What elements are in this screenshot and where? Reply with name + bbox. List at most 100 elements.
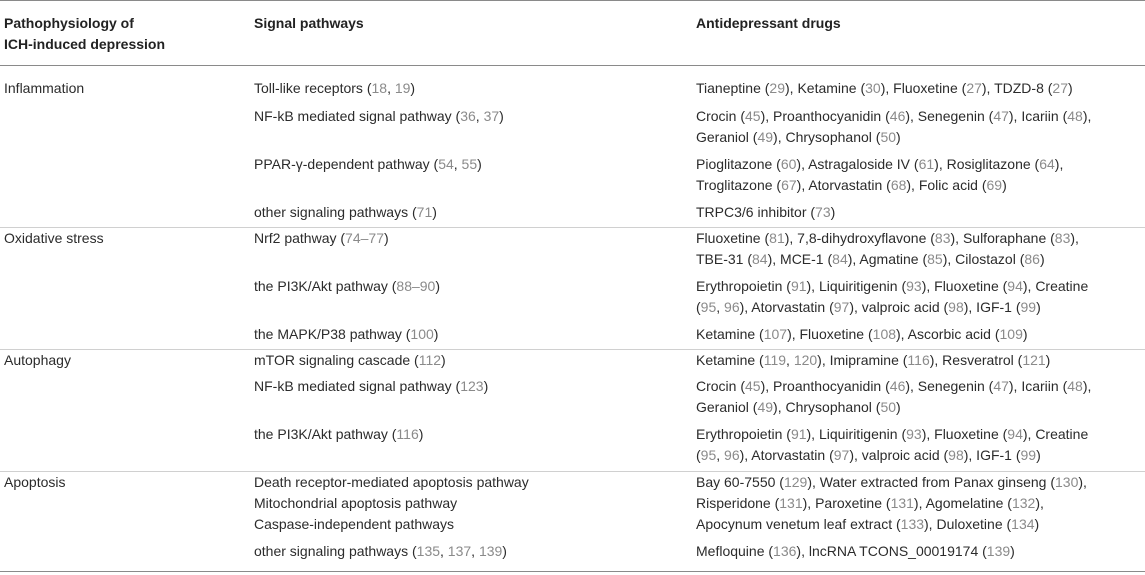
reference-link[interactable]: 119 [763, 352, 787, 368]
reference-link[interactable]: 48 [1067, 108, 1083, 124]
text-segment: ), Resveratrol ( [929, 352, 1023, 368]
text-segment: ), Folic acid ( [906, 177, 987, 193]
reference-link[interactable]: 54 [438, 156, 454, 172]
reference-link[interactable]: 99 [1020, 447, 1037, 463]
reference-link[interactable]: 116 [396, 426, 419, 442]
reference-link[interactable]: 81 [769, 230, 785, 246]
reference-link[interactable]: 61 [918, 156, 935, 172]
reference-link[interactable]: 96 [724, 447, 740, 463]
reference-link[interactable]: 48 [1067, 378, 1083, 394]
reference-link[interactable]: 45 [745, 378, 761, 394]
reference-link[interactable]: 86 [1024, 251, 1040, 267]
reference-link[interactable]: 93 [906, 278, 922, 294]
reference-link[interactable]: 112 [418, 352, 442, 368]
text-segment: mTOR signaling cascade ( [254, 352, 419, 368]
reference-link[interactable]: 123 [460, 378, 484, 394]
reference-link[interactable]: 46 [889, 378, 906, 394]
text-segment: ) [410, 80, 416, 96]
reference-link[interactable]: 131 [890, 495, 914, 511]
reference-link[interactable]: 134 [1011, 516, 1035, 532]
reference-link[interactable]: 83 [1054, 230, 1071, 246]
reference-link[interactable]: 95 [700, 447, 717, 463]
reference-link[interactable]: 94 [1007, 278, 1023, 294]
reference-link[interactable]: 139 [986, 543, 1011, 559]
reference-link[interactable]: 120 [793, 352, 818, 368]
reference-link[interactable]: 36 [460, 108, 476, 124]
header-pathophysiology-line2: ICH-induced depression [4, 36, 166, 52]
reference-link[interactable]: 50 [880, 399, 897, 415]
reference-link[interactable]: 133 [900, 516, 925, 532]
reference-link[interactable]: 96 [724, 299, 740, 315]
reference-link[interactable]: 136 [773, 543, 797, 559]
reference-link[interactable]: 131 [779, 495, 803, 511]
reference-link[interactable]: 95 [700, 299, 717, 315]
reference-link[interactable]: 19 [394, 80, 411, 96]
reference-link[interactable]: 137 [447, 543, 472, 559]
reference-link[interactable]: 69 [986, 177, 1003, 193]
reference-link[interactable]: 83 [934, 230, 951, 246]
text-segment: ) [1045, 352, 1051, 368]
reference-link[interactable]: 46 [889, 108, 906, 124]
signal-pathway-cell: the PI3K/Akt pathway (88–90) [254, 276, 440, 297]
reference-link[interactable]: 93 [906, 426, 922, 442]
reference-link[interactable]: 71 [416, 204, 433, 220]
text-segment: ), Fluoxetine ( [921, 278, 1008, 294]
reference-link[interactable]: 55 [461, 156, 478, 172]
text-segment: ), Astragaloside IV ( [796, 156, 919, 172]
reference-link[interactable]: 84 [832, 251, 848, 267]
reference-link[interactable]: 64 [1039, 156, 1055, 172]
reference-link[interactable]: 37 [483, 108, 500, 124]
reference-link[interactable]: 91 [790, 278, 807, 294]
reference-link[interactable]: 100 [410, 326, 434, 342]
reference-link[interactable]: 99 [1020, 299, 1037, 315]
reference-link[interactable]: 68 [890, 177, 907, 193]
signal-pathway-line: Death receptor-mediated apoptosis pathwa… [254, 472, 529, 493]
text-segment: ), Atorvastatin ( [739, 447, 834, 463]
reference-link[interactable]: 88–90 [396, 278, 436, 294]
reference-link[interactable]: 50 [880, 129, 897, 145]
reference-link[interactable]: 18 [371, 80, 388, 96]
reference-link[interactable]: 107 [763, 326, 788, 342]
reference-link[interactable]: 47 [993, 378, 1009, 394]
signal-pathway-cell: other signaling pathways (71) [254, 202, 437, 223]
reference-link[interactable]: 139 [478, 543, 503, 559]
reference-link[interactable]: 73 [815, 204, 831, 220]
reference-link[interactable]: 98 [948, 299, 964, 315]
text-segment: ), TDZD-8 ( [981, 80, 1053, 96]
reference-link[interactable]: 27 [1052, 80, 1068, 96]
reference-link[interactable]: 116 [907, 352, 930, 368]
reference-link[interactable]: 91 [790, 426, 807, 442]
signal-pathway-line: mTOR signaling cascade (112) [254, 350, 446, 371]
reference-link[interactable]: 29 [769, 80, 785, 96]
reference-link[interactable]: 97 [833, 447, 850, 463]
reference-link[interactable]: 109 [999, 326, 1023, 342]
reference-link[interactable]: 121 [1022, 352, 1046, 368]
reference-link[interactable]: 45 [745, 108, 761, 124]
reference-link[interactable]: 49 [757, 399, 774, 415]
reference-link[interactable]: 27 [966, 80, 982, 96]
drug-line: Ketamine (119, 120), Imipramine (116), R… [696, 350, 1050, 371]
reference-link[interactable]: 67 [781, 177, 797, 193]
antidepressant-drugs-cell: Bay 60-7550 (129), Water extracted from … [696, 472, 1087, 535]
reference-link[interactable]: 132 [1011, 495, 1036, 511]
text-segment: ), Agomelatine ( [913, 495, 1012, 511]
signal-pathway-line: PPAR-γ-dependent pathway (54, 55) [254, 154, 482, 175]
reference-link[interactable]: 84 [752, 251, 768, 267]
reference-link[interactable]: 74–77 [345, 230, 384, 246]
reference-link[interactable]: 94 [1007, 426, 1023, 442]
reference-link[interactable]: 130 [1055, 474, 1079, 490]
section-divider [0, 227, 1145, 228]
reference-link[interactable]: 47 [993, 108, 1009, 124]
reference-link[interactable]: 108 [872, 326, 897, 342]
reference-link[interactable]: 135 [416, 543, 441, 559]
reference-link[interactable]: 129 [783, 474, 808, 490]
reference-link[interactable]: 85 [927, 251, 943, 267]
reference-link[interactable]: 60 [780, 156, 797, 172]
reference-link[interactable]: 30 [865, 80, 881, 96]
reference-link[interactable]: 97 [833, 299, 850, 315]
reference-link[interactable]: 98 [948, 447, 964, 463]
drug-line: Geraniol (49), Chrysophanol (50) [696, 397, 1091, 418]
drug-line: Apocynum venetum leaf extract (133), Dul… [696, 514, 1087, 535]
drug-line: Troglitazone (67), Atorvastatin (68), Fo… [696, 175, 1063, 196]
reference-link[interactable]: 49 [757, 129, 774, 145]
